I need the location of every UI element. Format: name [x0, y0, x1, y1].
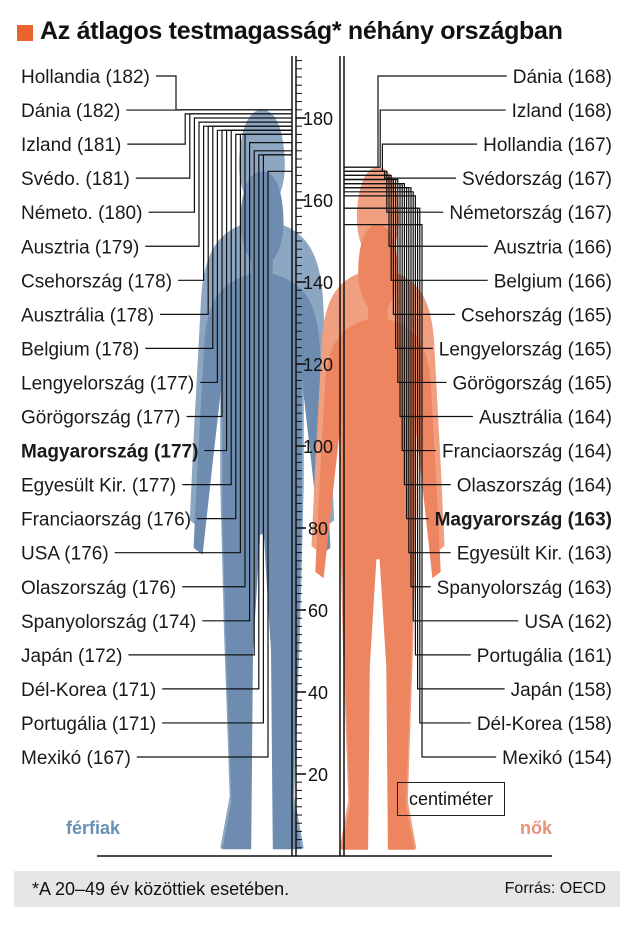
men-country-label: Svédo. (181) [21, 169, 130, 190]
men-leader-line [202, 142, 292, 622]
men-country-label: Izland (181) [21, 135, 121, 156]
title-marker [17, 25, 33, 41]
women-country-label: Egyesült Kir. (163) [457, 544, 612, 565]
tick-label: 140 [303, 273, 333, 293]
tick-label: 60 [308, 601, 328, 621]
women-leader-line [344, 195, 471, 656]
women-country-label: USA (162) [524, 612, 612, 633]
women-country-label: Izland (168) [512, 101, 612, 122]
men-country-label: Franciaország (176) [21, 510, 191, 531]
women-country-label: Spanyolország (163) [437, 578, 612, 599]
tick-label: 160 [303, 191, 333, 211]
men-country-label: Dánia (182) [21, 101, 120, 122]
chart-title: Az átlagos testmagasság* néhány országba… [40, 17, 563, 45]
tick-label: 20 [308, 765, 328, 785]
men-leader-line [182, 133, 292, 588]
men-country-label: Dél-Korea (171) [21, 680, 156, 701]
women-leader-line [344, 187, 431, 588]
tick-label: 100 [303, 437, 333, 457]
men-country-label: Japán (172) [21, 646, 122, 667]
men-country-label: Ausztrália (178) [21, 305, 154, 326]
men-country-label: Lengyelország (177) [21, 373, 194, 394]
height-chart: 20 40 60 80 100 120 140 160 180 Hollandia (182) D… [21, 56, 612, 857]
men-country-label: Portugália (171) [21, 714, 156, 735]
men-leader-line [155, 75, 292, 111]
men-country-label: Mexikó (167) [21, 748, 131, 769]
women-country-label: Dél-Korea (158) [477, 714, 612, 735]
women-country-label: Lengyelország (165) [439, 339, 612, 360]
women-leader-line [344, 224, 497, 758]
men-country-label: Belgium (178) [21, 339, 139, 360]
women-leader-line [344, 170, 456, 179]
men-country-label: Ausztria (179) [21, 237, 139, 258]
women-country-label: Belgium (166) [494, 271, 612, 292]
women-country-label: Japán (158) [511, 680, 612, 701]
men-leader-line [136, 170, 292, 758]
men-leader-line [145, 121, 292, 247]
women-country-label: Svédország (167) [462, 169, 612, 190]
men-country-label: Csehország (178) [21, 271, 172, 292]
men-leader-line [182, 129, 292, 486]
women-country-label: Portugália (161) [477, 646, 612, 667]
women-country-label: Németország (167) [449, 203, 612, 224]
source-note: Forrás: OECD [504, 880, 606, 897]
men-country-label: Németo. (180) [21, 203, 142, 224]
women-leader-line [344, 109, 506, 168]
men-country-label: Egyesült Kir. (177) [21, 476, 176, 497]
men-label: férfiak [66, 818, 121, 838]
tick-label: 120 [303, 355, 333, 375]
women-leader-line [344, 207, 471, 724]
women-country-label: Csehország (165) [461, 305, 612, 326]
men-country-label: Magyarország (177) [21, 442, 198, 463]
women-country-label: Dánia (168) [513, 67, 612, 88]
tick-label: 40 [308, 683, 328, 703]
women-leader-line [344, 174, 488, 281]
women-country-label: Görögország (165) [453, 373, 612, 394]
men-labels: Hollandia (182) Dánia (182) Izland (181) Sv… [21, 67, 292, 769]
tick-label: 180 [303, 109, 333, 129]
women-labels: Dánia (168) Izland (168) Hollandia (167) Sv… [344, 67, 612, 769]
women-leader-line [344, 191, 519, 622]
men-country-label: Olaszország (176) [21, 578, 176, 599]
tick-label: 80 [308, 519, 328, 539]
men-leader-line [162, 154, 292, 724]
men-leader-line [148, 117, 292, 213]
men-leader-line [145, 125, 292, 349]
women-leader-line [344, 183, 451, 486]
women-country-label: Olaszország (164) [457, 476, 612, 497]
unit-box: centiméter [397, 782, 505, 816]
ruler: 20 40 60 80 100 120 140 160 180 [97, 56, 552, 857]
footnote: *A 20–49 év közöttiek esetében. [32, 879, 290, 899]
men-country-label: Spanyolország (174) [21, 612, 196, 633]
men-leader-line [135, 113, 292, 179]
women-country-label: Ausztrália (164) [479, 408, 612, 429]
men-country-label: Hollandia (182) [21, 67, 150, 88]
footer-bar: *A 20–49 év közöttiek esetében. Forrás: … [14, 871, 620, 907]
women-country-label: Franciaország (164) [442, 442, 612, 463]
women-country-label: Hollandia (167) [483, 135, 612, 156]
women-country-label: Magyarország (163) [435, 510, 612, 531]
men-country-label: USA (176) [21, 544, 109, 565]
unit-label: centiméter [408, 789, 494, 809]
men-leader-line [128, 150, 292, 656]
women-country-label: Mexikó (154) [502, 748, 612, 769]
women-label: nők [520, 818, 553, 838]
women-country-label: Ausztria (166) [494, 237, 612, 258]
men-country-label: Görögország (177) [21, 408, 180, 429]
